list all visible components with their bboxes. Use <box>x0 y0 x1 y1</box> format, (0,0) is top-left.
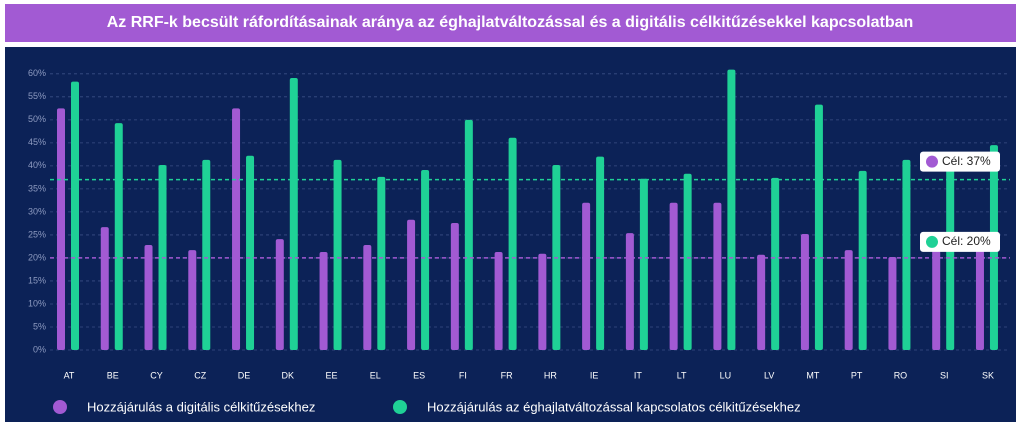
label-dot <box>926 155 938 168</box>
bar <box>407 219 416 350</box>
x-tick-label: LT <box>677 370 687 380</box>
bar <box>246 155 255 350</box>
bar <box>902 159 911 350</box>
y-tick-label: 60% <box>28 68 46 78</box>
x-tick-label: LU <box>720 370 732 380</box>
title-bar <box>5 4 1016 42</box>
bar <box>363 245 372 350</box>
y-tick-label: 30% <box>28 206 46 216</box>
bar <box>421 170 430 350</box>
x-tick-label: RO <box>894 370 908 380</box>
bar <box>202 159 211 350</box>
y-tick-label: 40% <box>28 160 46 170</box>
bar <box>188 250 197 350</box>
bar <box>727 69 736 351</box>
x-tick-label: EL <box>370 370 381 380</box>
bar <box>333 159 342 350</box>
bar <box>289 77 298 350</box>
x-tick-label: FR <box>501 370 513 380</box>
bar <box>683 173 692 350</box>
bar <box>814 104 823 351</box>
bar <box>464 119 473 350</box>
bar <box>71 81 79 350</box>
bar <box>508 137 517 350</box>
target-label: Cél: 37% <box>920 151 1000 172</box>
bar <box>57 108 65 350</box>
target-label: Cél: 20% <box>920 231 1000 252</box>
x-tick-label: CZ <box>194 370 206 380</box>
legend-marker <box>393 400 407 414</box>
x-tick-label: AT <box>64 370 75 380</box>
bar <box>932 250 941 350</box>
bar <box>114 123 123 350</box>
bar <box>888 257 897 350</box>
x-tick-label: HR <box>544 370 557 380</box>
y-tick-label: 35% <box>28 183 46 193</box>
bar <box>596 156 605 350</box>
bar <box>757 254 766 350</box>
x-tick-label: BE <box>107 370 119 380</box>
bar <box>975 250 984 350</box>
bar <box>450 222 459 350</box>
x-tick-label: IE <box>590 370 599 380</box>
bar <box>639 178 648 350</box>
bar <box>771 177 780 350</box>
bar <box>858 170 867 350</box>
bar <box>625 233 634 350</box>
legend-label: Hozzájárulás az éghajlatváltozással kapc… <box>427 399 801 414</box>
bar <box>100 227 109 350</box>
bar <box>319 251 328 350</box>
bar <box>669 202 678 350</box>
x-tick-label: SI <box>940 370 949 380</box>
bar <box>377 176 386 350</box>
y-tick-label: 5% <box>33 321 46 331</box>
x-tick-label: PT <box>851 370 863 380</box>
x-tick-label: DE <box>238 370 251 380</box>
y-tick-label: 45% <box>28 137 46 147</box>
y-tick-label: 25% <box>28 229 46 239</box>
y-tick-label: 20% <box>28 252 46 262</box>
label-dot <box>926 235 938 248</box>
label-text: Cél: 20% <box>942 234 991 248</box>
y-tick-label: 15% <box>28 275 46 285</box>
x-tick-label: DK <box>282 370 295 380</box>
x-tick-label: ES <box>413 370 425 380</box>
x-tick-label: CY <box>150 370 163 380</box>
bar <box>800 234 809 350</box>
y-tick-label: 55% <box>28 91 46 101</box>
x-tick-label: LV <box>764 370 774 380</box>
bar <box>538 253 547 350</box>
bar <box>582 202 591 350</box>
bar <box>144 245 153 350</box>
bar <box>946 165 955 350</box>
label-text: Cél: 37% <box>942 154 991 168</box>
y-tick-label: 0% <box>33 344 46 354</box>
label-box <box>920 231 1000 252</box>
x-tick-label: FI <box>459 370 467 380</box>
y-tick-label: 10% <box>28 298 46 308</box>
legend-marker <box>53 400 67 414</box>
bar <box>844 250 853 350</box>
legend-label: Hozzájárulás a digitális célkitűzésekhez <box>87 399 315 414</box>
x-tick-label: IT <box>634 370 643 380</box>
chart-title: Az RRF-k becsült ráfordításainak aránya … <box>107 14 914 31</box>
y-tick-label: 50% <box>28 114 46 124</box>
bar <box>232 108 241 350</box>
x-tick-label: MT <box>806 370 819 380</box>
label-box <box>920 151 1000 172</box>
bar <box>275 239 284 350</box>
x-tick-label: EE <box>326 370 338 380</box>
x-tick-label: SK <box>982 370 994 380</box>
bar <box>713 202 722 350</box>
bar <box>494 251 503 350</box>
